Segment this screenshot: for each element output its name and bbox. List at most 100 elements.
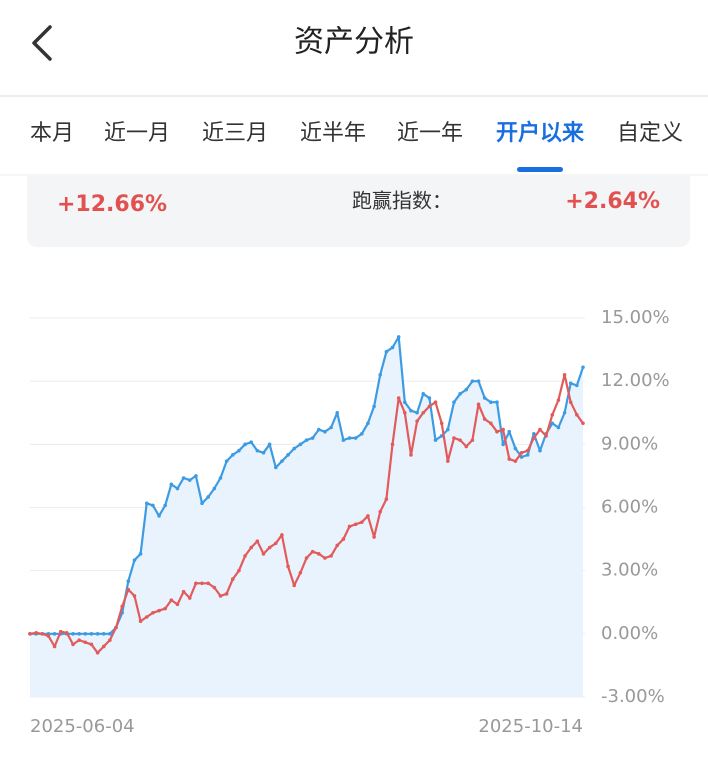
point [452,400,456,405]
tab[interactable]: 近一月 [104,121,170,146]
point [556,425,561,430]
point [310,549,315,554]
tab-bar: 本月 近一月 近三月 近半年 近一年 开户以来 自定义 [30,120,683,172]
point [89,632,94,636]
point [396,335,401,339]
point [525,453,530,457]
point [470,438,475,442]
point [200,581,204,586]
point [366,514,370,518]
point [316,552,321,556]
point [273,465,278,470]
point [280,459,284,463]
point [562,373,567,377]
point [95,632,100,636]
point [286,564,290,569]
point [175,486,180,491]
point [360,520,364,525]
point [562,410,567,415]
back-button[interactable] [32,25,52,61]
point [237,448,241,453]
tab[interactable]: 近半年 [300,121,366,146]
point [501,442,505,447]
point [151,610,155,615]
point [298,570,303,575]
point [581,421,585,426]
point [495,429,499,434]
tab-indicator [517,167,563,172]
point [304,438,309,442]
point [83,632,88,636]
point [421,410,426,415]
point [151,503,155,508]
point [575,413,579,417]
point [206,495,210,499]
point [384,497,389,501]
point [101,644,106,649]
point [65,630,69,635]
point [538,448,542,453]
point [452,436,456,440]
point [329,554,333,558]
point [439,421,444,426]
point [52,644,57,649]
point [163,606,167,611]
point [169,482,174,487]
point [58,629,63,634]
point [237,568,241,573]
tab[interactable]: 本月 [30,121,74,146]
point [390,345,395,350]
point [157,514,161,518]
point [144,501,149,506]
point [507,457,512,461]
point [341,438,346,442]
point [575,383,579,388]
point [501,427,505,432]
point [403,400,407,405]
y-tick-label: -3.00% [601,686,665,707]
point [433,438,438,442]
point [194,474,198,478]
tab[interactable]: 开户以来 [496,120,585,146]
point [427,404,432,409]
point [273,541,278,546]
point [249,440,253,445]
x-tick-label: 2025-10-14 [478,716,583,737]
point [464,444,469,449]
point [144,615,149,619]
point [513,446,518,451]
point [378,373,383,377]
point [181,589,186,594]
point [280,533,284,537]
tab[interactable]: 近一年 [397,121,463,146]
point [360,432,364,436]
y-tick-label: 12.00% [601,370,670,391]
point [218,476,223,480]
point [384,349,389,354]
point [568,400,573,405]
point [378,509,383,514]
y-tick-label: 6.00% [601,497,658,518]
point [255,448,260,453]
tab[interactable]: 近三月 [202,121,268,146]
tab[interactable]: 自定义 [617,121,683,146]
point [353,436,358,440]
point [470,379,475,383]
area [30,336,583,697]
y-tick-label: 15.00% [601,307,670,328]
point [108,638,112,642]
point [323,429,327,434]
point [181,476,186,480]
point [243,554,247,558]
point [187,478,192,482]
point [200,501,204,506]
point [335,543,340,548]
point [40,632,45,636]
point [71,632,75,636]
point [255,539,260,543]
point [28,632,32,636]
point [77,632,81,636]
point [83,640,88,645]
return-value: +12.66% [57,192,167,217]
point [126,587,131,592]
